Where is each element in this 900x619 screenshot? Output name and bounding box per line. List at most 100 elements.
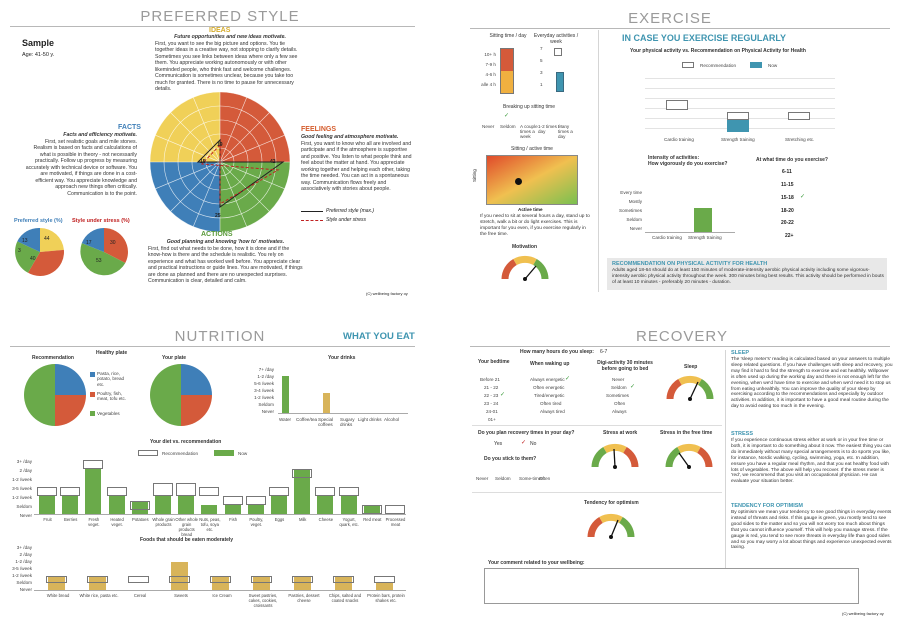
moderate-level-0: 3+ /day: [16, 545, 32, 550]
radar-value-top: 19: [217, 142, 223, 148]
legend-vegetables: Vegetables: [97, 411, 120, 416]
strength-rec-box: [727, 112, 749, 120]
sitting-active-title: Sitting / active time: [511, 146, 553, 152]
everyday-level-7: 7: [540, 46, 543, 51]
everyday-rec-box: [554, 48, 562, 56]
credit-1: (C) wellbeing factory oy: [366, 291, 408, 296]
stress-work-gauge: [591, 443, 639, 469]
recommendation-panel: [607, 258, 887, 290]
feelings-text: Good feeling and atmosphere motivate. Fir…: [301, 134, 412, 192]
intensity-cat-strength: Strength training: [688, 235, 722, 240]
preferred-style-title: PREFERRED STYLE: [140, 8, 300, 25]
diet-level-6: Never: [19, 513, 32, 518]
slot-18-20: 18-20: [781, 208, 794, 214]
diet-legend-now: Now: [238, 451, 248, 456]
moderate-category-label: Chips, salted and coated snacks: [328, 593, 362, 603]
diet-level-2: 1-2 /week: [12, 477, 32, 482]
age-label: Age: 41-50 y.: [22, 52, 55, 58]
moderate-title: Foods that should be eaten moderately: [140, 537, 234, 543]
style-radar-chart: [149, 91, 291, 233]
moderate-rec-box: [292, 576, 313, 583]
your-plate-pie: [150, 364, 212, 426]
drink-bar-water: [282, 376, 289, 413]
recovery-title: RECOVERY: [636, 328, 728, 345]
bedtime-opt-2: 22 - 23: [484, 393, 499, 398]
regular-title: IN CASE YOU EXERCISE REGULARLY: [622, 33, 787, 43]
diet-legend-rec: Recommendation: [162, 451, 199, 456]
stress-free-title: Stress in the free time: [660, 430, 713, 436]
everyday-level-3: 3: [540, 70, 543, 75]
recommendation-label: Recommendation: [32, 355, 74, 361]
diet-rec-box: [292, 469, 313, 478]
diet-level-4: 1-2 /week: [12, 495, 32, 500]
stick-opt-seldom: Seldom: [495, 476, 511, 481]
diet-now-bar: [363, 505, 380, 514]
sample-name: Sample: [22, 38, 55, 48]
diet-category-label: Fresh veget.: [88, 517, 100, 527]
feelings-label: FEELINGS: [301, 126, 337, 133]
comment-textarea[interactable]: [484, 568, 859, 604]
diet-now-bar: [201, 505, 218, 514]
diet-now-bar: [271, 496, 287, 514]
stretching-rec-box: [788, 112, 810, 120]
legend-carbs: Pasta, rice, potato, bread etc.: [97, 371, 125, 387]
bedtime-check-icon: ✓: [500, 392, 506, 398]
diet-rec-box: [37, 487, 57, 496]
diet-legend-rec-swatch: [138, 450, 158, 456]
recovery-yes[interactable]: Yes: [494, 441, 503, 447]
moderate-level-6: Never: [19, 587, 32, 592]
breaking-check-icon: ✓: [504, 113, 510, 119]
drinks-level-4: 1-2 /week: [254, 395, 274, 400]
digi-check-icon: ✓: [630, 384, 636, 390]
waking-title: When waking up: [530, 361, 570, 367]
stress-work-title: Stress at work: [603, 430, 638, 436]
intensity-level-0: Every time: [620, 190, 642, 195]
drinks-title: Your drinks: [328, 355, 356, 361]
moderate-rec-box: [251, 576, 272, 583]
sitting-level-3: 4-6 h: [485, 72, 496, 77]
drinks-level-2: 5-6 /week: [254, 381, 274, 386]
moderate-level-4: 1-2 /week: [12, 573, 32, 578]
diet-category-label: Nuts, peas, tofu, soya etc.: [199, 517, 221, 532]
intensity-title: Intensity of activities:: [648, 155, 700, 161]
motivation-gauge: [501, 255, 549, 281]
diet-now-bar: [340, 496, 357, 514]
diet-category-label: Milk: [298, 517, 307, 522]
drink-cat-water: Water: [279, 417, 292, 422]
pie1-title: Preferred style (%): [14, 218, 63, 224]
legend-preferred: Preferred style (max.): [326, 208, 375, 214]
stress-free-gauge: [665, 443, 713, 469]
actions-label: ACTIONS: [201, 231, 233, 238]
exercise-title: EXERCISE: [628, 10, 712, 27]
moderate-now-bar: [294, 576, 311, 590]
recommendation-text: Adults aged 18-64 should do at least 150…: [612, 268, 884, 285]
legend-protein: Poultry, fish, meat, tofu etc.: [97, 391, 127, 402]
moderate-rec-box: [169, 576, 190, 583]
diet-rec-box: [129, 500, 150, 510]
moderate-now-bar: [89, 576, 106, 590]
sleep-text: The 'sleep meter's' reading is calculate…: [731, 357, 893, 410]
stress-text-title: STRESS: [731, 431, 754, 437]
everyday-level-5: 5: [540, 58, 543, 63]
optimism-gauge: [587, 513, 635, 539]
diet-category-label: Yogurt, quark, etc.: [339, 517, 359, 527]
digi-opt-3: Often: [614, 401, 626, 406]
pie1-value-actions: 40: [30, 256, 36, 262]
time-of-day-title: At what time do you exercise?: [756, 157, 828, 163]
regular-legend-rec: Recommendation: [700, 63, 737, 68]
sitting-level-4: alle 4 h: [481, 82, 496, 87]
legend-protein-swatch: [90, 392, 95, 397]
drink-cat-light: Light drinks: [358, 417, 382, 422]
radar-value-left: 15: [200, 159, 206, 165]
recovery-no[interactable]: No: [530, 441, 537, 447]
sitting-axis-label: Sitting: [472, 169, 477, 182]
moderate-category-label: Pastries, dessert cheese: [288, 593, 320, 603]
pie2-value-actions: 53: [96, 258, 102, 264]
moderate-rec-box: [210, 576, 231, 583]
moderate-category-label: Ice Cream: [212, 593, 232, 598]
recovery-no-check-icon: ✓: [521, 440, 527, 446]
diet-rec-box: [83, 460, 104, 469]
diet-category-label: Fruit: [43, 517, 52, 522]
pie2-value-facts: 17: [86, 240, 92, 246]
intensity-level-3: Seldom: [626, 217, 642, 222]
